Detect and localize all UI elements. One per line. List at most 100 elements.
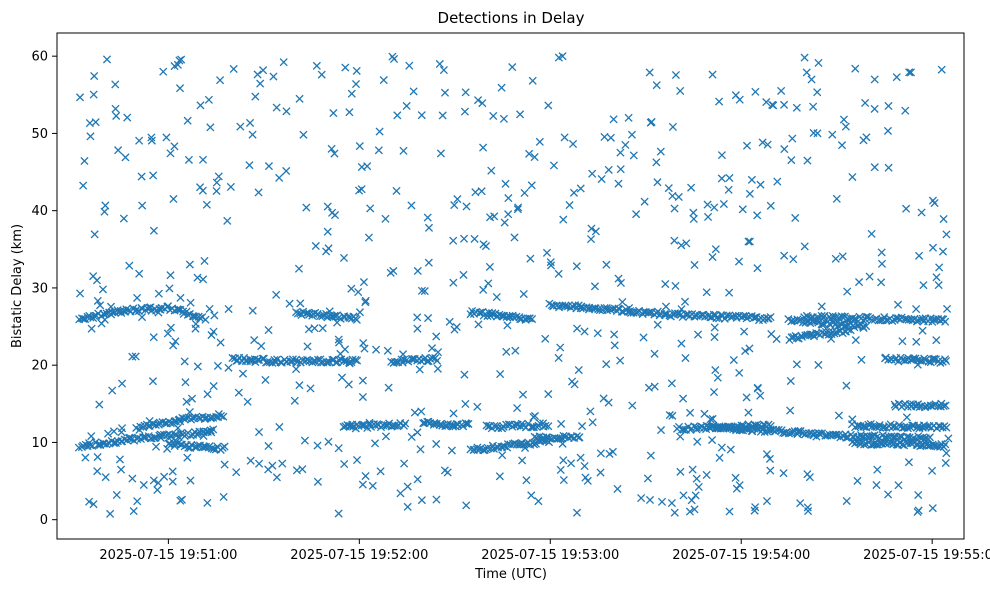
- data-point: [209, 445, 218, 454]
- data-point: [671, 281, 680, 290]
- data-point: [786, 376, 795, 386]
- data-point: [588, 169, 597, 178]
- data-point: [711, 245, 720, 254]
- data-point: [216, 76, 225, 85]
- data-point: [593, 329, 602, 338]
- data-point: [863, 312, 872, 322]
- data-point: [941, 458, 950, 468]
- data-point: [453, 195, 462, 204]
- data-point: [884, 163, 893, 172]
- data-point: [407, 201, 416, 210]
- data-point: [139, 480, 148, 490]
- data-point: [786, 406, 795, 415]
- data-point: [279, 58, 288, 67]
- data-point: [729, 355, 738, 365]
- data-point: [173, 60, 182, 69]
- data-point: [209, 425, 218, 434]
- data-point: [103, 429, 113, 438]
- data-point: [939, 214, 948, 224]
- data-point: [496, 370, 505, 379]
- data-point: [566, 459, 576, 468]
- data-point: [559, 215, 568, 224]
- data-point: [796, 499, 805, 508]
- data-point: [359, 338, 368, 348]
- data-point: [576, 184, 585, 193]
- data-point: [884, 101, 893, 111]
- data-point: [637, 493, 646, 503]
- data-point: [128, 474, 137, 483]
- data-point: [498, 451, 507, 460]
- data-point: [447, 446, 456, 455]
- data-point: [725, 288, 734, 297]
- data-point: [149, 333, 158, 342]
- data-point: [375, 127, 384, 136]
- data-point: [312, 61, 321, 70]
- data-point: [86, 132, 95, 141]
- data-point: [805, 473, 814, 482]
- data-point: [614, 179, 623, 188]
- data-point: [299, 130, 308, 139]
- data-point: [171, 337, 180, 346]
- data-point: [653, 178, 662, 187]
- data-point: [379, 76, 388, 85]
- data-point: [201, 315, 210, 324]
- data-point: [340, 460, 349, 469]
- data-point: [352, 66, 361, 75]
- data-point: [111, 104, 120, 113]
- data-point: [644, 308, 653, 317]
- data-point: [793, 429, 802, 439]
- data-point: [86, 441, 95, 450]
- data-point: [128, 352, 137, 361]
- data-point: [234, 388, 243, 397]
- data-point: [809, 430, 818, 439]
- data-point: [667, 379, 676, 388]
- data-point: [185, 407, 194, 417]
- data-point: [150, 433, 159, 443]
- data-point: [511, 346, 520, 355]
- data-point: [788, 134, 797, 143]
- data-point: [370, 439, 380, 448]
- data-point: [449, 278, 458, 287]
- data-point: [341, 63, 350, 72]
- data-point: [520, 188, 529, 198]
- data-point: [172, 437, 181, 446]
- data-point: [738, 205, 747, 214]
- data-point: [220, 460, 229, 469]
- y-tick-label: 40: [31, 204, 48, 219]
- data-point: [656, 147, 665, 156]
- data-point: [374, 146, 383, 155]
- data-point: [558, 439, 567, 448]
- data-point: [176, 293, 185, 302]
- data-point: [717, 151, 726, 160]
- data-point: [133, 293, 142, 302]
- data-point: [528, 76, 537, 85]
- data-point: [574, 365, 583, 375]
- data-point: [246, 456, 255, 465]
- data-point: [272, 103, 281, 112]
- data-point: [261, 375, 270, 384]
- data-point: [106, 509, 115, 518]
- data-point: [322, 358, 331, 367]
- data-point: [670, 508, 679, 517]
- data-point: [358, 392, 367, 402]
- data-point: [196, 314, 205, 323]
- data-point: [865, 272, 874, 281]
- data-point: [207, 330, 216, 340]
- data-point: [628, 401, 637, 410]
- data-point: [842, 433, 851, 442]
- data-point: [670, 236, 679, 245]
- data-point: [528, 314, 537, 324]
- data-point: [295, 94, 304, 103]
- data-point: [112, 111, 121, 120]
- data-point: [682, 239, 691, 248]
- data-point: [599, 394, 608, 403]
- data-point: [253, 355, 262, 365]
- data-point: [691, 491, 700, 500]
- data-point: [163, 302, 173, 311]
- data-point: [930, 354, 939, 363]
- data-point: [351, 80, 361, 89]
- data-point: [762, 497, 772, 506]
- data-point: [763, 140, 772, 149]
- data-point: [652, 81, 661, 90]
- data-point: [913, 360, 922, 369]
